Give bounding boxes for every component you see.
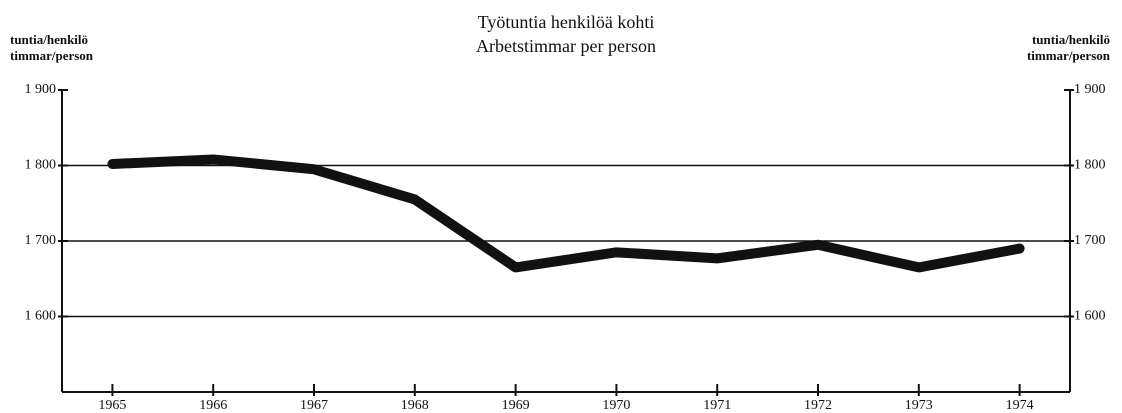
y2-tick-label: 1 900 — [1074, 82, 1106, 97]
x-tick-label: 1969 — [502, 398, 530, 413]
y-tick-label: 1 900 — [25, 82, 57, 97]
y-axis-label: tuntia/henkilö — [10, 32, 88, 47]
y2-axis-label: timmar/person — [1027, 48, 1111, 63]
y2-tick-label: 1 800 — [1074, 158, 1106, 173]
x-tick-label: 1974 — [1006, 398, 1034, 413]
y-axis-label: timmar/person — [10, 48, 94, 63]
x-tick-label: 1968 — [401, 398, 429, 413]
y2-tick-label: 1 600 — [1074, 309, 1106, 324]
y-tick-label: 1 700 — [25, 233, 57, 248]
x-tick-label: 1971 — [703, 398, 731, 413]
x-tick-label: 1967 — [300, 398, 328, 413]
y2-axis-label: tuntia/henkilö — [1032, 32, 1110, 47]
y-tick-label: 1 800 — [25, 158, 57, 173]
x-tick-label: 1972 — [804, 398, 832, 413]
data-line — [107, 154, 1025, 273]
x-tick-label: 1966 — [199, 398, 227, 413]
chart-title: Työtuntia henkilöä kohti — [478, 12, 655, 32]
x-tick-label: 1970 — [602, 398, 630, 413]
chart-title: Arbetstimmar per person — [476, 36, 656, 56]
y-tick-label: 1 600 — [25, 309, 57, 324]
x-tick-label: 1965 — [98, 398, 126, 413]
y2-tick-label: 1 700 — [1074, 233, 1106, 248]
x-tick-label: 1973 — [905, 398, 933, 413]
